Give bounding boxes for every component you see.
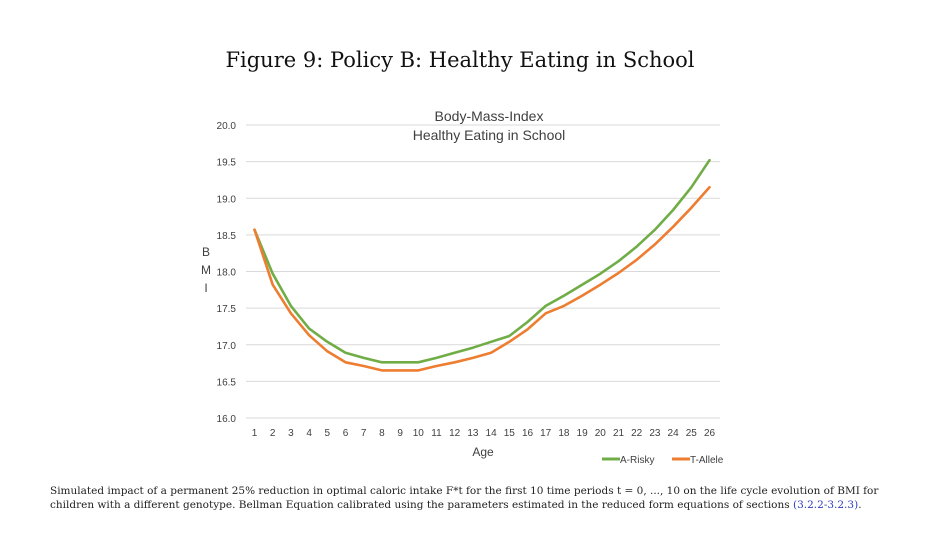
caption-text: Simulated impact of a permanent 25% redu… [50,485,879,511]
series-lines [253,158,711,372]
x-tick-label: 13 [467,428,479,439]
y-tick-label: 17.0 [217,341,237,352]
y-axis-label: BMI [201,245,211,295]
x-tick-label: 10 [413,428,425,439]
y-tick-label: 19.0 [217,194,237,205]
x-axis-label: Age [472,445,494,459]
caption-end: . [858,499,862,511]
legend: A-Risky T-Allele [602,455,724,466]
y-tick-label: 18.5 [217,231,237,242]
y-axis-label-letter: M [201,263,211,277]
y-tick-label: 20.0 [217,121,237,132]
x-tick-label: 17 [540,428,552,439]
x-tick-label: 19 [577,428,589,439]
y-tick-label: 17.5 [217,304,237,315]
x-tick-label: 9 [397,428,403,439]
x-tick-label: 15 [504,428,516,439]
x-tick-label: 4 [306,428,312,439]
x-tick-label: 18 [558,428,570,439]
chart-subtitle: Healthy Eating in School [413,127,566,143]
y-tick-label: 16.0 [217,414,237,425]
figure-caption: Simulated impact of a permanent 25% redu… [50,484,880,512]
x-tick-label: 8 [379,428,385,439]
series-line-a-risky [253,158,711,364]
y-axis-label-letter: I [204,281,207,295]
x-tick-label: 23 [649,428,661,439]
x-tick-label: 12 [449,428,461,439]
chart-title: Body-Mass-Index [435,108,544,124]
figure-title: Figure 9: Policy B: Healthy Eating in Sc… [225,48,695,72]
legend-label: A-Risky [620,455,654,466]
x-tick-label: 16 [522,428,534,439]
caption-section-reference[interactable]: (3.2.2-3.2.3) [793,499,859,511]
x-tick-label: 5 [325,428,331,439]
x-tick-label: 1 [252,428,258,439]
x-tick-label: 7 [361,428,367,439]
gridlines [246,124,720,419]
x-tick-label: 14 [486,428,498,439]
x-tick-label: 21 [613,428,625,439]
y-tick-labels: 16.0 16.5 17.0 17.5 18.0 18.5 19.0 19.5 20.0 [217,121,237,425]
x-tick-labels: 1 2 3 4 5 6 7 8 9 10 11 12 13 14 15 16 17 18 19 20 21 22 23 24 2… [252,428,716,439]
legend-label: T-Allele [690,455,724,466]
series-line-t-allele [253,186,711,372]
x-tick-label: 26 [704,428,716,439]
x-tick-label: 25 [686,428,698,439]
y-tick-label: 19.5 [217,158,237,169]
x-tick-label: 22 [631,428,643,439]
x-tick-label: 20 [595,428,607,439]
x-tick-label: 24 [668,428,680,439]
y-axis-label-letter: B [202,245,210,259]
x-tick-label: 6 [343,428,349,439]
y-tick-label: 18.0 [217,268,237,279]
x-tick-label: 2 [270,428,276,439]
y-tick-label: 16.5 [217,377,237,388]
x-tick-label: 11 [431,428,442,439]
x-tick-label: 3 [288,428,294,439]
